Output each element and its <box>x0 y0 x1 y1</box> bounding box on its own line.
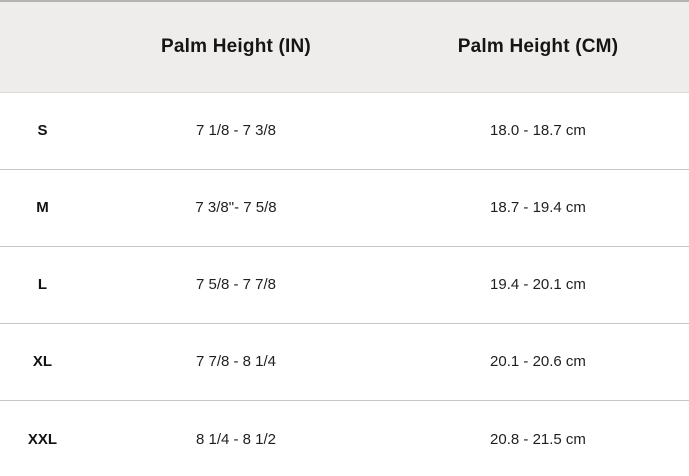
size-label: XXL <box>27 430 58 448</box>
palm-height-cm-value: 20.8 - 21.5 cm <box>490 430 586 448</box>
table-row-xl: XL 7 7/8 - 8 1/4 20.1 - 20.6 cm <box>0 324 689 401</box>
palm-height-in-value: 7 3/8"- 7 5/8 <box>195 199 277 216</box>
palm-height-in-value: 8 1/4 - 8 1/2 <box>195 430 277 448</box>
size-label: L <box>37 276 48 293</box>
column-header-palm-height-in: Palm Height (IN) <box>161 35 311 57</box>
top-divider <box>0 0 689 2</box>
table-row-m: M 7 3/8"- 7 5/8 18.7 - 19.4 cm <box>0 170 689 247</box>
palm-height-cm-value: 20.1 - 20.6 cm <box>490 353 586 370</box>
palm-height-in-value: 7 1/8 - 7 3/8 <box>195 122 277 139</box>
table-row-l: L 7 5/8 - 7 7/8 19.4 - 20.1 cm <box>0 247 689 324</box>
palm-height-cm-value: 18.7 - 19.4 cm <box>490 199 586 216</box>
palm-height-in-value: 7 5/8 - 7 7/8 <box>195 276 277 293</box>
size-label: XL <box>32 353 53 370</box>
column-header-palm-height-cm: Palm Height (CM) <box>457 35 619 57</box>
table-row-s: S 7 1/8 - 7 3/8 18.0 - 18.7 cm <box>0 93 689 170</box>
size-label: M <box>36 199 49 216</box>
palm-height-cm-value: 19.4 - 20.1 cm <box>490 276 586 293</box>
table-header-row: Palm Height (IN) Palm Height (CM) <box>0 2 689 93</box>
palm-height-cm-value: 18.0 - 18.7 cm <box>490 122 586 139</box>
size-label: S <box>37 122 48 139</box>
palm-height-in-value: 7 7/8 - 8 1/4 <box>195 353 277 370</box>
table-row-xxl: XXL 8 1/4 - 8 1/2 20.8 - 21.5 cm <box>0 401 689 476</box>
